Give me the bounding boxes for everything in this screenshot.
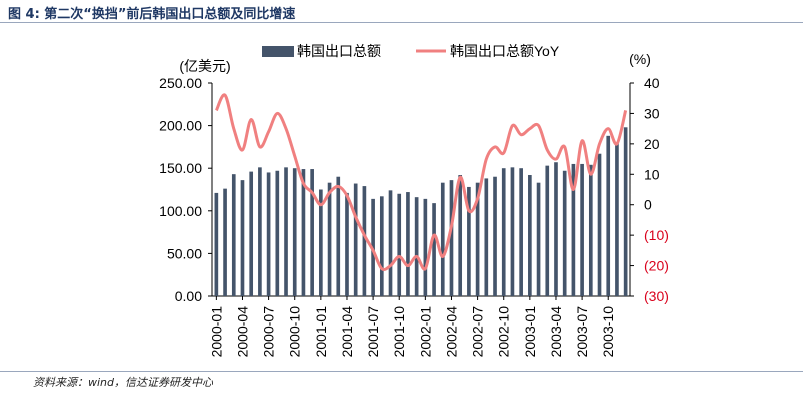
right-tick-label: 20	[644, 136, 660, 152]
right-tick-label: 30	[644, 105, 660, 121]
bar	[467, 186, 471, 296]
bar	[414, 197, 419, 296]
bar	[536, 182, 541, 296]
figure-title: 图 4: 第二次“换挡”前后韩国出口总额及同比增速	[8, 7, 296, 22]
bar	[615, 142, 619, 296]
x-tick-label: 2000-04	[234, 306, 250, 358]
bar	[301, 169, 306, 296]
bar	[284, 167, 288, 296]
bar	[223, 188, 227, 296]
right-tick-label: 10	[644, 166, 660, 182]
bar	[440, 182, 445, 296]
x-tick-label: 2003-01	[522, 306, 538, 358]
bar	[475, 182, 480, 296]
bar	[580, 163, 584, 296]
bar	[240, 180, 245, 296]
right-tick-label: (10)	[644, 227, 669, 243]
bar	[406, 192, 410, 296]
bar	[588, 164, 593, 296]
x-tick-label: 2003-10	[600, 306, 616, 358]
yoy-line	[214, 93, 628, 271]
bar	[449, 180, 454, 296]
x-tick-label: 2002-10	[496, 306, 512, 358]
left-tick-label: 250.00	[159, 75, 202, 91]
bar	[249, 171, 254, 296]
x-tick-label: 2001-01	[313, 306, 329, 358]
title-divider	[0, 22, 803, 23]
bar	[258, 167, 262, 296]
bar	[397, 193, 402, 296]
bar	[292, 168, 297, 296]
bar	[266, 172, 271, 296]
bar	[458, 175, 463, 296]
tick-labels: 0.00 50.00 100.00 150.00 200.00 250.00 (30) (20…	[159, 75, 669, 357]
right-tick-label: (20)	[644, 258, 669, 274]
source-note: 资料来源：wind，信达证券研发中心	[33, 376, 214, 389]
bar	[545, 165, 550, 296]
x-tick-label: 2001-07	[365, 306, 381, 358]
legend: 韩国出口总额 韩国出口总额YoY	[262, 43, 560, 59]
x-tick-label: 2002-04	[443, 306, 459, 358]
right-tick-label: 40	[644, 75, 660, 91]
bar	[388, 190, 393, 296]
left-tick-label: 0.00	[175, 288, 202, 304]
x-tick-label: 2002-07	[470, 306, 486, 358]
bar	[275, 170, 280, 296]
x-tick-label: 2000-01	[208, 306, 224, 358]
left-tick-label: 50.00	[167, 245, 202, 261]
line-series	[214, 93, 628, 271]
bar-series	[214, 127, 628, 296]
bar	[362, 186, 367, 296]
x-tick-label: 2001-04	[339, 306, 355, 358]
right-tick-label: (30)	[644, 288, 669, 304]
right-tick-label: 0	[644, 197, 652, 213]
footer-divider	[0, 371, 803, 372]
bar	[336, 176, 341, 296]
axes	[208, 82, 634, 300]
bar	[423, 198, 428, 296]
bar	[345, 192, 349, 296]
legend-label-bar: 韩国出口总额	[297, 43, 381, 59]
bar	[379, 196, 384, 296]
x-tick-label: 2000-10	[287, 306, 303, 358]
x-tick-label: 2003-07	[574, 306, 590, 358]
left-tick-label: 100.00	[159, 203, 202, 219]
bar	[528, 175, 532, 296]
bar	[327, 182, 332, 296]
bar	[214, 192, 219, 296]
left-tick-label: 200.00	[159, 118, 202, 134]
left-axis-unit: (亿美元)	[179, 58, 230, 74]
bar	[319, 189, 323, 296]
bar	[231, 174, 236, 296]
bar	[432, 203, 436, 296]
bar	[353, 183, 358, 296]
right-axis-unit: (%)	[629, 51, 651, 67]
legend-swatch-bar	[262, 46, 294, 57]
x-tick-label: 2001-10	[391, 306, 407, 358]
legend-label-line: 韩国出口总额YoY	[450, 43, 560, 59]
bar	[597, 153, 602, 296]
bar	[554, 162, 558, 296]
bar	[571, 163, 576, 296]
left-tick-label: 150.00	[159, 160, 202, 176]
bar	[310, 169, 314, 296]
x-tick-label: 2002-01	[417, 306, 433, 358]
x-tick-label: 2000-07	[261, 306, 277, 358]
bar	[562, 170, 567, 296]
x-tick-label: 2003-04	[548, 306, 564, 358]
bar	[501, 168, 506, 296]
bar	[606, 135, 611, 296]
bar	[510, 167, 515, 296]
bar	[493, 176, 497, 296]
bar	[519, 168, 523, 296]
bar	[484, 178, 489, 296]
bar	[623, 127, 628, 296]
